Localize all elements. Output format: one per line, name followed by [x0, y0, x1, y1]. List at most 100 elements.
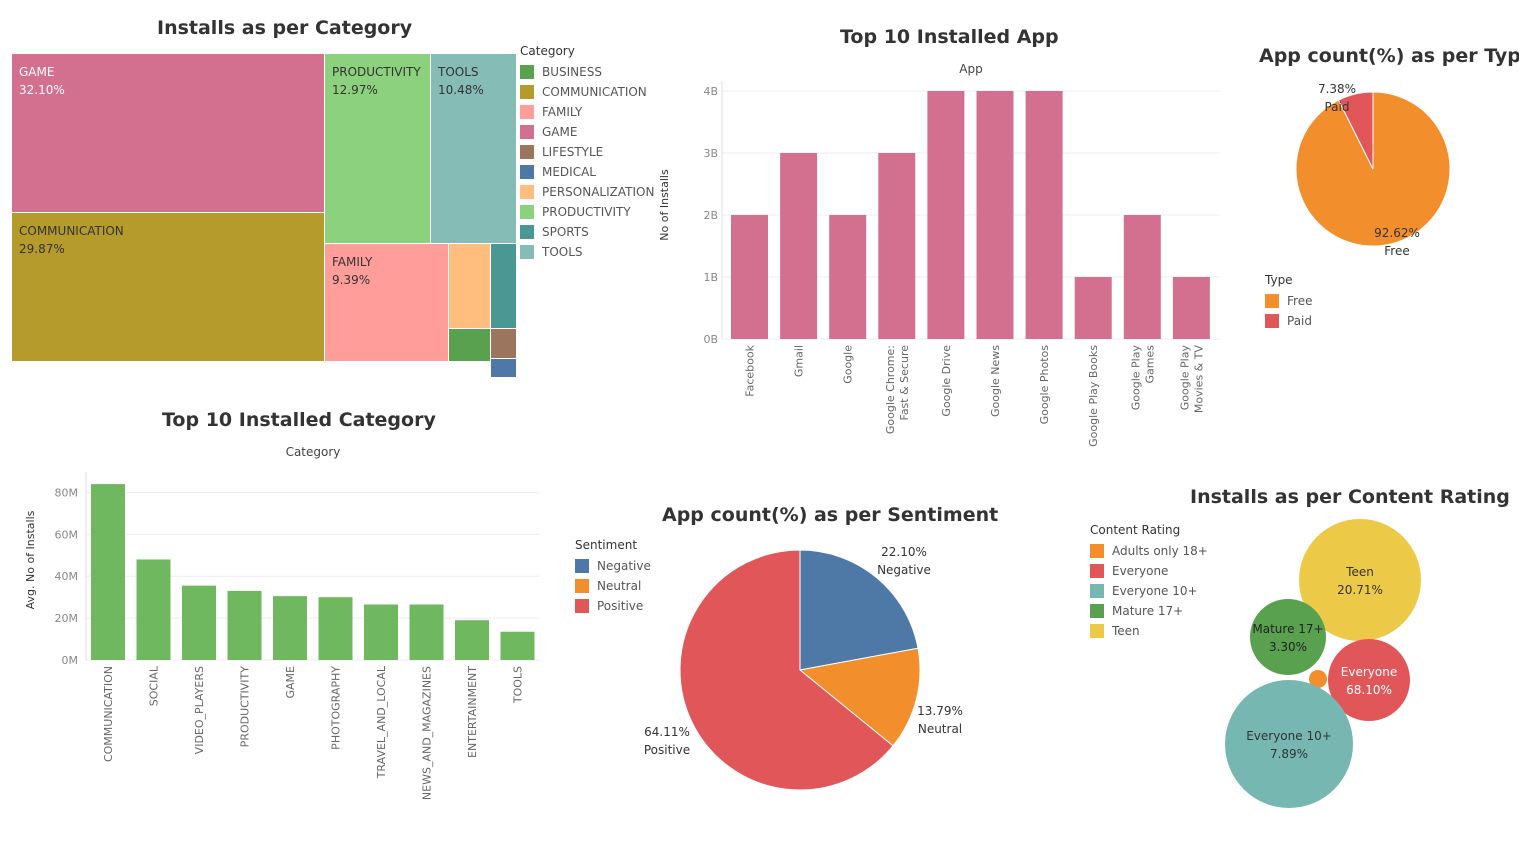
category-legend-label: PRODUCTIVITY	[542, 205, 631, 219]
x-tick-label: SOCIAL	[148, 665, 161, 706]
x-tick-label: COMMUNICATION	[102, 666, 115, 762]
y-axis-label: No of Installs	[658, 169, 671, 241]
content-rating-legend-item-mature-17[interactable]: Mature 17+	[1090, 601, 1208, 621]
content-rating-legend-item-everyone[interactable]: Everyone	[1090, 561, 1208, 581]
x-tick-label: Movies & TV	[1192, 345, 1205, 414]
type-legend: Type Free Paid	[1265, 273, 1312, 331]
category-legend-swatch	[520, 145, 534, 159]
type-pie-chart: 92.62% Free 7.38% Paid	[1295, 82, 1451, 258]
sentiment-pie-chart: 22.10% Negative 13.79% Neutral 64.11% Positiv…	[644, 545, 963, 791]
category-legend-label: SPORTS	[542, 225, 589, 239]
x-tick-label-group: GAME	[284, 666, 297, 699]
treemap-cell-value: 32.10%	[19, 83, 65, 97]
sentiment-slice-label: Negative	[877, 563, 931, 577]
type-slice-value: 92.62%	[1374, 226, 1420, 240]
treemap-cell-communication[interactable]: COMMUNICATION 29.87%	[12, 213, 325, 362]
type-legend-item-paid[interactable]: Paid	[1265, 311, 1312, 331]
content-rating-legend-label: Mature 17+	[1112, 604, 1184, 618]
treemap-cell[interactable]	[491, 359, 517, 378]
content-rating-legend-swatch	[1090, 604, 1104, 618]
y-tick-label: 80M	[55, 486, 79, 499]
treemap-cell-productivity[interactable]: PRODUCTIVITY 12.97%	[325, 54, 431, 244]
sentiment-legend-item-negative[interactable]: Negative	[575, 556, 651, 576]
sentiment-legend-item-positive[interactable]: Positive	[575, 596, 651, 616]
treemap-cell-tools[interactable]: TOOLS 10.48%	[431, 54, 517, 244]
bar	[1172, 277, 1210, 339]
category-legend-item-business[interactable]: BUSINESS	[520, 62, 654, 82]
sentiment-slice-value: 22.10%	[881, 545, 927, 559]
bubble-label: Teen	[1345, 565, 1374, 579]
treemap-cell-game[interactable]: GAME 32.10%	[12, 54, 325, 213]
content-rating-title: Installs as per Content Rating	[1190, 486, 1510, 508]
content-rating-legend-item-teen[interactable]: Teen	[1090, 621, 1208, 641]
x-tick-label: Games	[1143, 345, 1156, 384]
category-legend-item-medical[interactable]: MEDICAL	[520, 162, 654, 182]
y-tick-label: 3B	[703, 147, 718, 160]
content-rating-legend-item-adults-only-18[interactable]: Adults only 18+	[1090, 541, 1208, 561]
category-treemap[interactable]: GAME 32.10% COMMUNICATION 29.87% PRODUCTIVIT…	[12, 54, 517, 378]
bar	[927, 91, 965, 339]
content-rating-bubble-chart: Teen 20.71% Mature 17+ 3.30% Everyone 68.10% E…	[1225, 519, 1421, 808]
sentiment-slice-value: 64.11%	[644, 725, 690, 739]
x-tick-label: TOOLS	[512, 666, 525, 704]
x-tick-label-group: Gmail	[793, 345, 806, 377]
treemap-cell-family[interactable]: FAMILY 9.39%	[325, 244, 449, 362]
category-legend-item-tools[interactable]: TOOLS	[520, 242, 654, 262]
x-tick-label-group: PRODUCTIVITY	[239, 666, 252, 748]
type-legend-swatch	[1265, 314, 1279, 328]
category-legend-item-family[interactable]: FAMILY	[520, 102, 654, 122]
x-tick-label-group: VIDEO_PLAYERS	[193, 666, 206, 754]
category-legend-item-sports[interactable]: SPORTS	[520, 222, 654, 242]
type-legend-item-free[interactable]: Free	[1265, 291, 1312, 311]
category-legend-label: GAME	[542, 125, 578, 139]
category-legend-swatch	[520, 165, 534, 179]
chart-header: Category	[286, 445, 341, 459]
x-tick-label: PHOTOGRAPHY	[330, 666, 343, 750]
x-tick-label: Google News	[989, 345, 1002, 417]
sentiment-legend-swatch	[575, 579, 589, 593]
category-legend-label: LIFESTYLE	[542, 145, 604, 159]
x-tick-label: VIDEO_PLAYERS	[193, 666, 206, 754]
x-tick-label-group: Google Play Books	[1087, 345, 1100, 447]
x-tick-label-group: Google Play Movies & TV	[1178, 345, 1205, 414]
bubble-everyone	[1328, 639, 1410, 721]
x-tick-label-group: TRAVEL_AND_LOCAL	[375, 665, 388, 779]
x-tick-label-group: ENTERTAINMENT	[466, 666, 479, 758]
bar	[318, 597, 353, 660]
sentiment-slice-neutral	[798, 647, 921, 747]
sentiment-slice-value: 13.79%	[917, 704, 963, 718]
type-slice-paid	[1337, 91, 1374, 170]
category-legend-label: COMMUNICATION	[542, 85, 647, 99]
bubble-value: 3.30%	[1269, 640, 1307, 654]
sentiment-slice-label: Positive	[644, 743, 690, 757]
y-tick-label: 60M	[55, 528, 79, 541]
treemap-cell-value: 10.48%	[438, 83, 484, 97]
bar	[780, 153, 818, 339]
treemap-cell[interactable]	[449, 329, 491, 362]
category-legend-label: BUSINESS	[542, 65, 602, 79]
top-apps-bar-chart: App 0B 1B 2B 3B 4B No of Installs Facebook Gmail…	[658, 62, 1220, 447]
category-legend-swatch	[520, 245, 534, 259]
category-legend-item-productivity[interactable]: PRODUCTIVITY	[520, 202, 654, 222]
category-legend-item-personalization[interactable]: PERSONALIZATION	[520, 182, 654, 202]
category-legend-title: Category	[520, 44, 575, 58]
sentiment-legend-swatch	[575, 559, 589, 573]
category-legend-item-game[interactable]: GAME	[520, 122, 654, 142]
sentiment-pie-title: App count(%) as per Sentiment	[662, 504, 999, 526]
content-rating-legend-swatch	[1090, 564, 1104, 578]
sentiment-legend-item-neutral[interactable]: Neutral	[575, 576, 651, 596]
treemap-cell[interactable]	[491, 329, 517, 359]
treemap-cell-value: 9.39%	[332, 273, 371, 287]
x-tick-label: Google Chrome:	[884, 345, 897, 434]
category-legend-item-communication[interactable]: COMMUNICATION	[520, 82, 654, 102]
x-tick-label: TRAVEL_AND_LOCAL	[375, 665, 388, 779]
x-tick-label-group: Google Drive	[940, 345, 953, 417]
treemap-cell[interactable]	[491, 244, 517, 329]
category-legend-label: PERSONALIZATION	[542, 185, 655, 199]
y-tick-label: 0B	[703, 333, 718, 346]
treemap-cell-value: 29.87%	[19, 242, 65, 256]
content-rating-legend-item-everyone-10[interactable]: Everyone 10+	[1090, 581, 1208, 601]
x-tick-label: Google Play Books	[1087, 345, 1100, 447]
treemap-cell[interactable]	[449, 244, 491, 329]
category-legend-item-lifestyle[interactable]: LIFESTYLE	[520, 142, 654, 162]
